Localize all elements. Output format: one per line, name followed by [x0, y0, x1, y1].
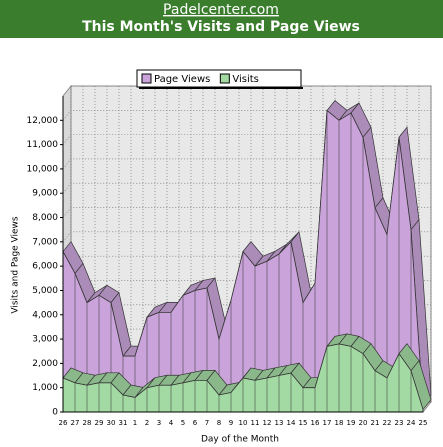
x-tick-label: 29 — [95, 419, 104, 427]
x-tick-label: 12 — [263, 419, 272, 427]
x-tick-label: 19 — [347, 419, 356, 427]
y-tick-label: 4,000 — [32, 310, 58, 320]
grid-line — [62, 231, 431, 243]
x-tick-label: 10 — [239, 419, 248, 427]
x-tick-label: 2 — [145, 419, 149, 427]
header-band — [0, 0, 443, 38]
x-tick-label: 8 — [217, 419, 221, 427]
y-axis-label: Visits and Page Views — [11, 216, 21, 314]
x-tick-label: 7 — [205, 419, 209, 427]
y-tick-label: 6,000 — [32, 262, 58, 272]
y-tick-label: 11,000 — [27, 140, 59, 150]
x-tick-label: 26 — [59, 419, 68, 427]
site-title: Padelcenter.com — [163, 2, 279, 18]
y-tick-label: 3,000 — [32, 335, 58, 345]
legend-swatch — [141, 73, 152, 84]
y-tick-label: 8,000 — [32, 213, 58, 223]
x-tick-label: 6 — [193, 419, 198, 427]
x-tick-label: 17 — [323, 419, 332, 427]
y-tick-label: 12,000 — [27, 116, 59, 126]
y-tick-label: 0 — [52, 408, 58, 418]
x-tick-label: 14 — [287, 419, 296, 427]
x-tick-label: 11 — [251, 419, 260, 427]
grid-line — [62, 182, 431, 194]
x-tick-label: 1 — [133, 419, 137, 427]
area — [62, 343, 424, 413]
y-tick-label: 2,000 — [32, 359, 58, 369]
x-tick-label: 21 — [371, 419, 380, 427]
y-tick-label: 1,000 — [32, 383, 58, 393]
x-tick-label: 5 — [181, 419, 185, 427]
legend-swatch — [219, 73, 230, 84]
chart-title: This Month's Visits and Page Views — [82, 19, 360, 35]
x-tick-label: 4 — [169, 419, 174, 427]
grid-line — [62, 207, 431, 218]
x-tick-label: 22 — [383, 419, 392, 427]
x-tick-label: 20 — [359, 419, 368, 427]
x-tick-label: 28 — [83, 419, 92, 427]
legend-label: Visits — [232, 74, 259, 85]
x-tick-label: 9 — [229, 419, 233, 427]
y-tick-label: 9,000 — [32, 189, 58, 199]
x-tick-label: 25 — [419, 419, 428, 427]
x-tick-label: 30 — [107, 419, 116, 427]
x-tick-label: 24 — [407, 419, 416, 427]
x-tick-label: 16 — [311, 419, 320, 427]
y-tick-label: 10,000 — [27, 164, 59, 174]
x-tick-label: 13 — [275, 419, 284, 427]
x-tick-label: 3 — [157, 419, 161, 427]
x-tick-label: 27 — [71, 419, 80, 427]
legend-label: Page Views — [154, 74, 210, 85]
x-tick-label: 18 — [335, 419, 344, 427]
y-tick-label: 5,000 — [32, 286, 58, 296]
x-axis-label: Day of the Month — [201, 435, 279, 445]
x-tick-label: 23 — [395, 419, 404, 427]
y-tick-label: 7,000 — [32, 237, 58, 247]
x-tick-label: 31 — [119, 419, 128, 427]
x-tick-label: 15 — [299, 419, 308, 427]
